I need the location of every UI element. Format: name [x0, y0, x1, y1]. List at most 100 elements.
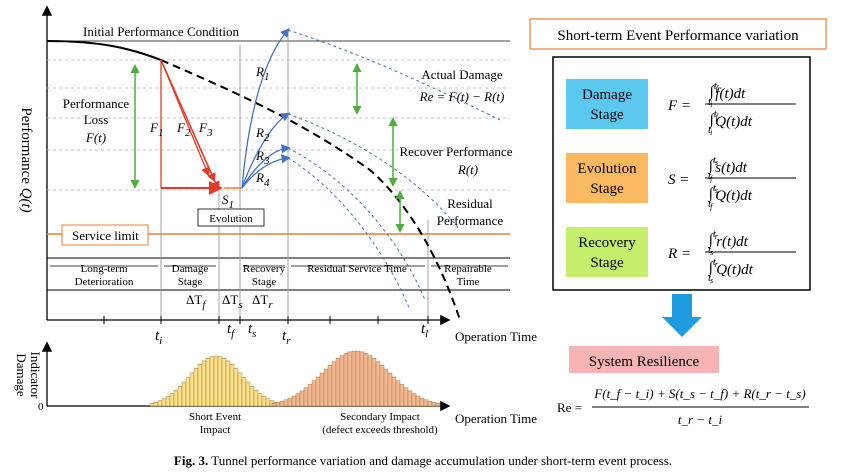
- phase-evolution-delta: ΔTs: [222, 292, 243, 311]
- actual-damage-eq: Re = F(t) − R(t): [419, 89, 505, 104]
- short-event-bar: [233, 368, 239, 407]
- phase-repairable-line2: Time: [457, 276, 480, 288]
- down-arrow-icon: [662, 294, 702, 337]
- secondary-impact-bar: [315, 376, 321, 407]
- phase-damage-delta: ΔTf: [186, 292, 207, 311]
- phase-recovery-delta: ΔTr: [252, 292, 273, 311]
- s1-label: S1: [222, 192, 234, 211]
- phase-damage-line1: Damage: [172, 263, 209, 275]
- resilience-denominator: t_r − t_i: [678, 412, 723, 427]
- secondary-impact-bar: [271, 403, 277, 407]
- evolution-stage-box: [566, 153, 648, 203]
- secondary-impact-bar: [339, 355, 345, 407]
- phase-recovery-line2: Stage: [252, 276, 277, 288]
- figure-caption: Fig. 3. Tunnel performance variation and…: [174, 453, 672, 468]
- f3-label: F3: [198, 120, 213, 139]
- secondary-impact-bar: [427, 400, 433, 407]
- phase-repairable-line1: Repairable: [444, 263, 492, 275]
- secondary-impact-bar: [355, 350, 361, 407]
- secondary-impact-bar: [291, 395, 297, 407]
- secondary-impact-bar: [419, 397, 425, 407]
- secondary-impact-bar: [279, 400, 285, 407]
- x-axis-label: Operation Time: [455, 329, 537, 344]
- secondary-impact-bar: [295, 393, 301, 407]
- evolution-box: [197, 208, 265, 227]
- evolution-stage-line2: Stage: [590, 181, 624, 197]
- damage-stage-symbol: F =: [667, 98, 691, 114]
- short-event-bar: [257, 393, 263, 407]
- tick-tf: tf: [227, 321, 236, 340]
- service-limit-label: Service limit: [72, 228, 139, 243]
- perf-loss-line1: Performance: [63, 96, 130, 111]
- secondary-line2: (defect exceeds threshold): [322, 424, 438, 436]
- resilience-title: System Resilience: [589, 354, 700, 370]
- secondary-impact-bar: [275, 402, 281, 407]
- perf-loss-symbol: F(t): [85, 130, 106, 145]
- damage-arrows: [160, 59, 223, 195]
- phase-longterm-line2: Deterioration: [75, 276, 134, 288]
- secondary-impact-bar: [311, 380, 317, 407]
- phase-damage-line2: Stage: [178, 276, 203, 288]
- short-event-bar: [173, 389, 179, 407]
- secondary-impact-bar: [387, 372, 393, 407]
- short-event-bar: [209, 356, 215, 407]
- recover-perf-symbol: R(t): [457, 162, 478, 177]
- secondary-impact-bar: [287, 397, 293, 407]
- secondary-impact-bar: [359, 351, 365, 407]
- r2-label: R2: [255, 125, 270, 144]
- short-event-bar: [249, 386, 255, 407]
- recovery-stage-box: [566, 227, 648, 277]
- secondary-impact-bar: [383, 368, 389, 407]
- short-event-bar: [229, 364, 235, 407]
- short-event-bar: [181, 381, 187, 407]
- r1-label: R1: [255, 64, 269, 83]
- short-event-bar: [217, 356, 223, 407]
- secondary-impact-bar: [395, 380, 401, 407]
- short-event-bar: [161, 398, 167, 407]
- perf-loss-line2: Loss: [84, 112, 109, 127]
- secondary-impact-bar: [423, 399, 429, 407]
- short-event-bar: [265, 398, 271, 407]
- secondary-impact-bar: [411, 393, 417, 407]
- secondary-impact-bar: [299, 390, 305, 407]
- short-event-bar: [241, 377, 247, 407]
- short-event-bar: [189, 372, 195, 407]
- secondary-impact-bar: [435, 403, 441, 407]
- phase-residual-line1: Residual Service Time: [307, 263, 407, 275]
- f2-label: F2: [176, 120, 191, 139]
- evolution-stage-symbol: S =: [668, 172, 689, 188]
- performance-curve-dashed: [160, 59, 461, 321]
- secondary-impact-bar: [307, 384, 313, 407]
- secondary-impact-bar: [431, 402, 437, 407]
- secondary-impact-bar: [347, 351, 353, 407]
- damage-stage-line2: Stage: [590, 107, 624, 123]
- secondary-line1: Secondary Impact: [340, 411, 420, 423]
- secondary-impact-bar: [403, 387, 409, 407]
- right-title: Short-term Event Performance variation: [557, 28, 799, 44]
- r4-label: R4: [255, 170, 270, 189]
- short-event-histogram: [149, 355, 283, 407]
- secondary-impact-bar: [367, 355, 373, 407]
- recovery-stage-symbol: R =: [667, 246, 691, 262]
- recovery-stage-line2: Stage: [590, 255, 624, 271]
- tick-ti: ti: [155, 328, 162, 347]
- damage-x-label: Operation Time: [455, 411, 537, 426]
- damage-stage-line1: Damage: [582, 87, 632, 103]
- secondary-impact-bar: [335, 358, 341, 407]
- short-event-bar: [149, 403, 155, 407]
- resilience-box: [569, 346, 719, 373]
- short-event-bar: [169, 393, 175, 407]
- secondary-impact-bar: [379, 365, 385, 407]
- secondary-impact-bar: [327, 365, 333, 407]
- resilience-numerator: F(t_f − t_i) + S(t_s − t_f) + R(t_r − t_…: [593, 386, 805, 401]
- short-event-bar: [185, 377, 191, 407]
- residual-perf-line1: Residual: [447, 196, 493, 211]
- short-event-bar: [157, 400, 163, 407]
- damage-y-label-1: Damage: [14, 353, 29, 397]
- resilience-lhs: Re =: [557, 400, 582, 415]
- short-event-bar: [221, 358, 227, 407]
- service-limit-box: [61, 224, 149, 246]
- residual-perf-line2: Performance: [437, 213, 504, 228]
- short-event-bar: [245, 381, 251, 407]
